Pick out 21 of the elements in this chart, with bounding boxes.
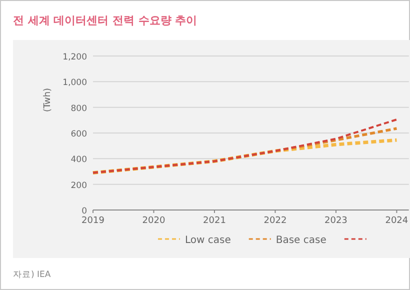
line-series [92,127,398,174]
y-tick-label: 0 [82,206,87,216]
x-tick-label: 2022 [264,216,287,226]
line-series [91,138,398,174]
x-tick-label: 2024 [385,216,408,226]
x-tick-label: 2021 [203,216,226,226]
y-tick-label: 800 [70,104,87,114]
legend-label: Base case [276,235,326,246]
y-axis-title: (Twh) [43,88,53,112]
y-tick-label: 600 [70,130,87,140]
chart-title: 전 세계 데이터센터 전력 수요량 추이 [13,14,198,27]
x-tick-label: 2023 [324,216,348,226]
y-tick-label: 1,000 [62,78,87,88]
text: 자료) IEA [13,270,51,280]
y-tick-label: 1,200 [62,52,87,62]
legend-label: Low case [185,235,231,246]
x-tick-label: 2020 [142,216,166,226]
y-tick-label: 400 [70,155,87,166]
x-tick-label: 2019 [82,216,105,226]
y-tick-label: 200 [70,180,87,191]
line-series [92,118,398,174]
